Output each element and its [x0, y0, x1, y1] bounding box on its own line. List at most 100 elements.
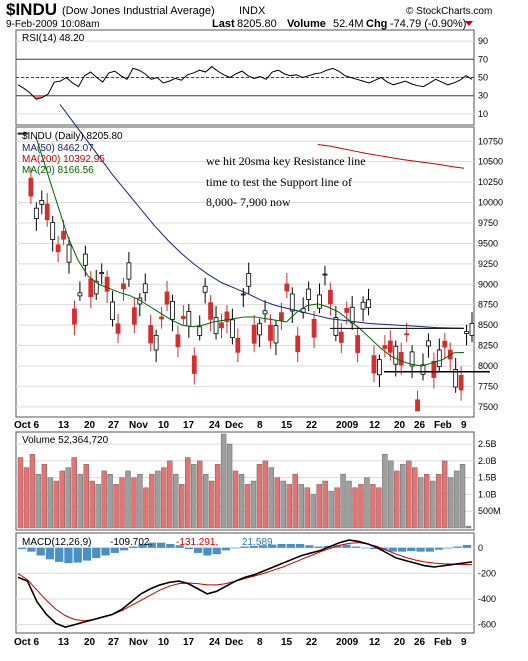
x-tick-label: 24 [209, 637, 221, 648]
ma200-line [317, 144, 465, 169]
volume-bar [101, 470, 107, 529]
volume-bar [214, 464, 221, 529]
x-tick-label: 15 [281, 637, 293, 648]
rsi-line [17, 65, 473, 100]
candle-body [311, 318, 317, 338]
macd-histogram-bar [286, 543, 295, 548]
exchange: INDX [239, 5, 266, 17]
candle-body [110, 301, 115, 321]
macd-histogram-bar [119, 547, 129, 551]
volume-bar [131, 477, 137, 529]
price-tick-label: 7500 [478, 402, 498, 412]
volume-bar [35, 474, 42, 529]
x-tick-label: 22 [306, 637, 318, 648]
volume-bar [107, 474, 113, 529]
down-arrow-icon [465, 21, 473, 26]
x-tick-label: 9 [461, 420, 467, 431]
x-tick-label: 27 [108, 420, 120, 431]
candle-body [55, 244, 61, 253]
x-tick-label: 24 [209, 420, 221, 431]
candle-body [208, 302, 214, 320]
candle-body [469, 322, 475, 336]
candle-body [246, 273, 252, 287]
macd-histogram-bar [203, 547, 212, 556]
volume-tick-label: 2.5B [478, 439, 497, 449]
macd-histogram-bar [166, 543, 175, 548]
volume-bar [41, 464, 48, 529]
symbol: $INDU [6, 0, 57, 19]
candle-body [28, 177, 34, 197]
ma50-line [59, 104, 465, 329]
x-tick-label: Oct 6 [14, 637, 39, 648]
candle-body [126, 262, 132, 280]
volume-bar [465, 526, 472, 529]
price-tick-label: 10250 [478, 177, 503, 187]
candle-body [458, 375, 464, 391]
x-tick-label: 20 [84, 637, 96, 648]
macd-histogram-bar [351, 546, 360, 548]
candle-body [278, 312, 284, 321]
candle-body [66, 244, 72, 263]
volume-bar [334, 487, 340, 529]
legend-ma20: MA(20) 8166.56 [22, 165, 94, 176]
volume-bar [292, 474, 298, 529]
volume-bar [179, 484, 185, 529]
volume-bar [250, 480, 257, 529]
candle-body [404, 333, 410, 336]
candle-body [104, 276, 110, 292]
volume-bar [77, 474, 83, 529]
macd-histogram-bar [64, 547, 73, 564]
macd-histogram-bar [425, 547, 434, 552]
x-tick-label: 10 [158, 637, 170, 648]
candle-body [371, 355, 377, 374]
candle-body [82, 253, 88, 266]
volume-bar [47, 477, 54, 529]
price-tick-label: 9750 [478, 218, 498, 228]
macd-histogram-bar [407, 547, 416, 551]
price-tick-label: 10000 [478, 198, 503, 208]
macd-tick-label: -200 [478, 568, 496, 578]
candle-body [317, 294, 322, 309]
volume-tick-label: 2.0B [478, 456, 497, 466]
volume-bar [274, 477, 281, 529]
volume-bar [388, 460, 394, 529]
candle-body [289, 293, 295, 312]
x-tick-label: 8 [257, 420, 263, 431]
volume-bar [149, 474, 155, 529]
candle-body [170, 300, 175, 320]
candle-body [393, 345, 399, 365]
candle-body [213, 317, 219, 335]
macd-line [17, 539, 473, 629]
candle-body [72, 308, 77, 325]
candle-body [197, 326, 203, 336]
candle-body [39, 200, 45, 205]
volume-bar [185, 457, 191, 529]
candle-body [219, 322, 224, 329]
volume-bar [459, 464, 466, 529]
volume-label: Volume 52,364,720 [22, 435, 109, 446]
volume-value: 52.4M [333, 18, 364, 30]
volume-bar [202, 474, 209, 529]
macd-hist-value: 21.589 [242, 537, 273, 548]
price-tick-label: 8250 [478, 341, 498, 351]
candle-body [148, 325, 154, 344]
chg-label: Chg [366, 18, 387, 30]
volume-bar [29, 453, 36, 529]
chg-value: -74.79 (-0.90%) [390, 18, 466, 30]
x-tick-label: 26 [414, 420, 426, 431]
volume-bar [310, 494, 316, 529]
candle-body [23, 132, 28, 135]
candle-body [131, 307, 137, 325]
candle-body [409, 351, 415, 367]
candle-body [382, 345, 388, 349]
volume-bar [244, 484, 251, 529]
volume-bar [304, 487, 310, 529]
macd-histogram-bar [277, 543, 286, 548]
volume-bar [65, 467, 71, 529]
legend-ma200: MA(200) 10392.95 [22, 154, 105, 165]
price-tick-label: 10750 [478, 136, 503, 146]
volume-bar [382, 453, 388, 529]
volume-label: Volume [287, 18, 326, 30]
candle-body [333, 317, 339, 336]
volume-bar [298, 484, 304, 529]
